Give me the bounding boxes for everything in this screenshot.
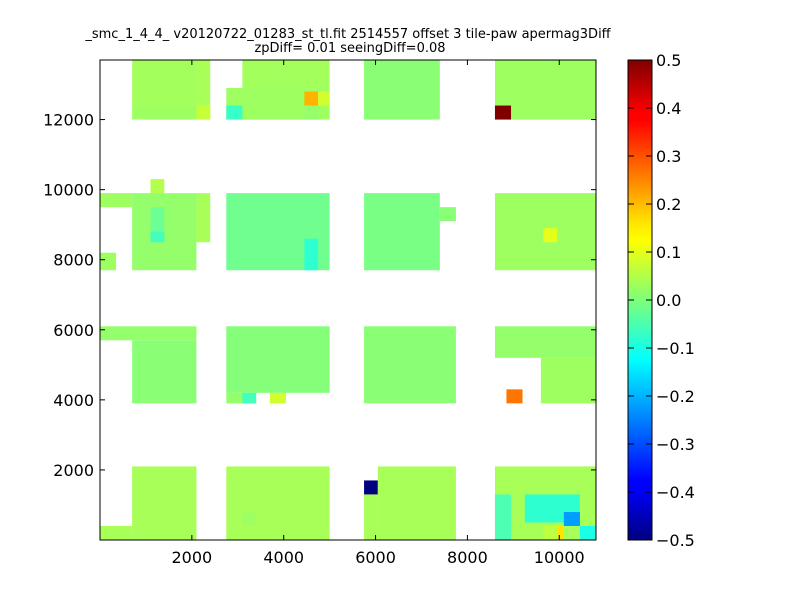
plot-ticks [100,60,596,540]
colorbar-ticks: 0.5 0.4 0.3 0.2 0.1 0.0 −0.1 −0.2 −0.3 −0.4 −0.5 [628,51,695,550]
heatmap-cell-29 [364,60,440,120]
y-tick-label-4: 10000 [43,181,94,200]
heatmap-cell-42 [506,389,523,404]
y-tick-label-2: 6000 [53,321,94,340]
chart-title-line-2: zpDiff= 0.01 seeingDiff=0.08 [254,41,445,56]
plot-frame [99,59,597,541]
y-tick-label-5: 12000 [43,111,94,130]
colorbar-tick-label-4: 0.1 [656,243,681,262]
x-tick-label-1: 4000 [263,548,304,567]
heatmap-cell-25 [242,392,257,404]
heatmap-cell-36 [494,60,596,120]
heatmap-cell-24 [226,392,257,404]
x-tick-label-4: 10000 [534,548,585,567]
x-tick-label-2: 6000 [355,548,396,567]
heatmap-cell-40 [494,326,596,358]
heatmap-cell-28 [242,511,257,526]
heatmap-cell-26 [269,392,286,404]
colorbar-tick-label-9: −0.4 [656,483,695,502]
colorbar-tick-label-6: −0.1 [656,339,695,358]
heatmap-cell-12 [132,340,197,404]
colorbar-tick-label-2: 0.3 [656,147,681,166]
heatmap-cell-18 [304,105,319,120]
colorbar-tick-label-1: 0.4 [656,99,681,118]
colorbar-tick-label-5: 0.0 [656,291,681,310]
heatmap-cell-11 [100,326,197,341]
heatmap-cell-0 [132,105,211,120]
colorbar-tick-label-10: −0.5 [656,531,695,550]
heatmap-cell-35 [377,466,456,540]
y-tick-label-0: 2000 [53,461,94,480]
colorbar: 0.5 0.4 0.3 0.2 0.1 0.0 −0.1 −0.2 −0.3 −0.4 −0.5 [627,51,695,550]
chart-title-line-1: _smc_1_4_4_ v20120722_01283_st_tl.fit 25… [84,27,611,42]
y-tick-label-3: 8000 [53,251,94,270]
heatmap-cell-30 [364,193,440,271]
heatmap-cell-48 [556,525,564,540]
x-tick-label-0: 2000 [171,548,212,567]
heatmap-cell-16 [242,60,330,89]
heatmap-cell-49 [579,525,596,540]
plot-area [99,59,597,541]
heatmap-cell-23 [226,326,330,393]
heatmap-cell-39 [543,228,557,243]
x-tick-labels: 2000 4000 6000 8000 10000 [171,548,584,567]
colorbar-tick-label-7: −0.2 [656,387,695,406]
heatmap-cell-1 [132,60,197,106]
heatmap-cell-34 [364,494,378,540]
heatmap-cell-10 [100,252,117,271]
heatmap-cell-9 [196,193,211,243]
heatmap-cell-5 [100,193,133,208]
heatmap-cell-14 [100,525,133,540]
heatmap-cell-46 [563,511,580,526]
heatmap-cell-41 [540,357,596,404]
heatmap-cell-8 [150,231,165,243]
heatmap-cell-17 [226,105,243,120]
heatmap-cells [100,60,596,540]
heatmap-cell-31 [439,207,456,222]
heatmap-cell-20 [318,91,330,106]
heatmap-cell-13 [132,466,197,540]
heatmap-cell-3 [196,105,211,120]
colorbar-tick-label-8: −0.3 [656,435,695,454]
heatmap-cell-27 [226,466,330,540]
heatmap-cell-2 [196,60,211,106]
y-tick-label-1: 4000 [53,391,94,410]
heatmap-cell-22 [304,238,319,271]
colorbar-tick-label-0: 0.5 [656,51,681,70]
y-tick-labels: 2000 4000 6000 8000 10000 12000 [43,111,94,480]
x-tick-label-3: 8000 [447,548,488,567]
colorbar-tick-label-3: 0.2 [656,195,681,214]
heatmap-cell-33 [364,480,378,495]
heatmap-cell-44 [494,494,512,540]
heatmap-cell-32 [364,326,456,404]
heatmap-cell-37 [494,105,512,120]
heatmap-cell-19 [304,91,319,106]
